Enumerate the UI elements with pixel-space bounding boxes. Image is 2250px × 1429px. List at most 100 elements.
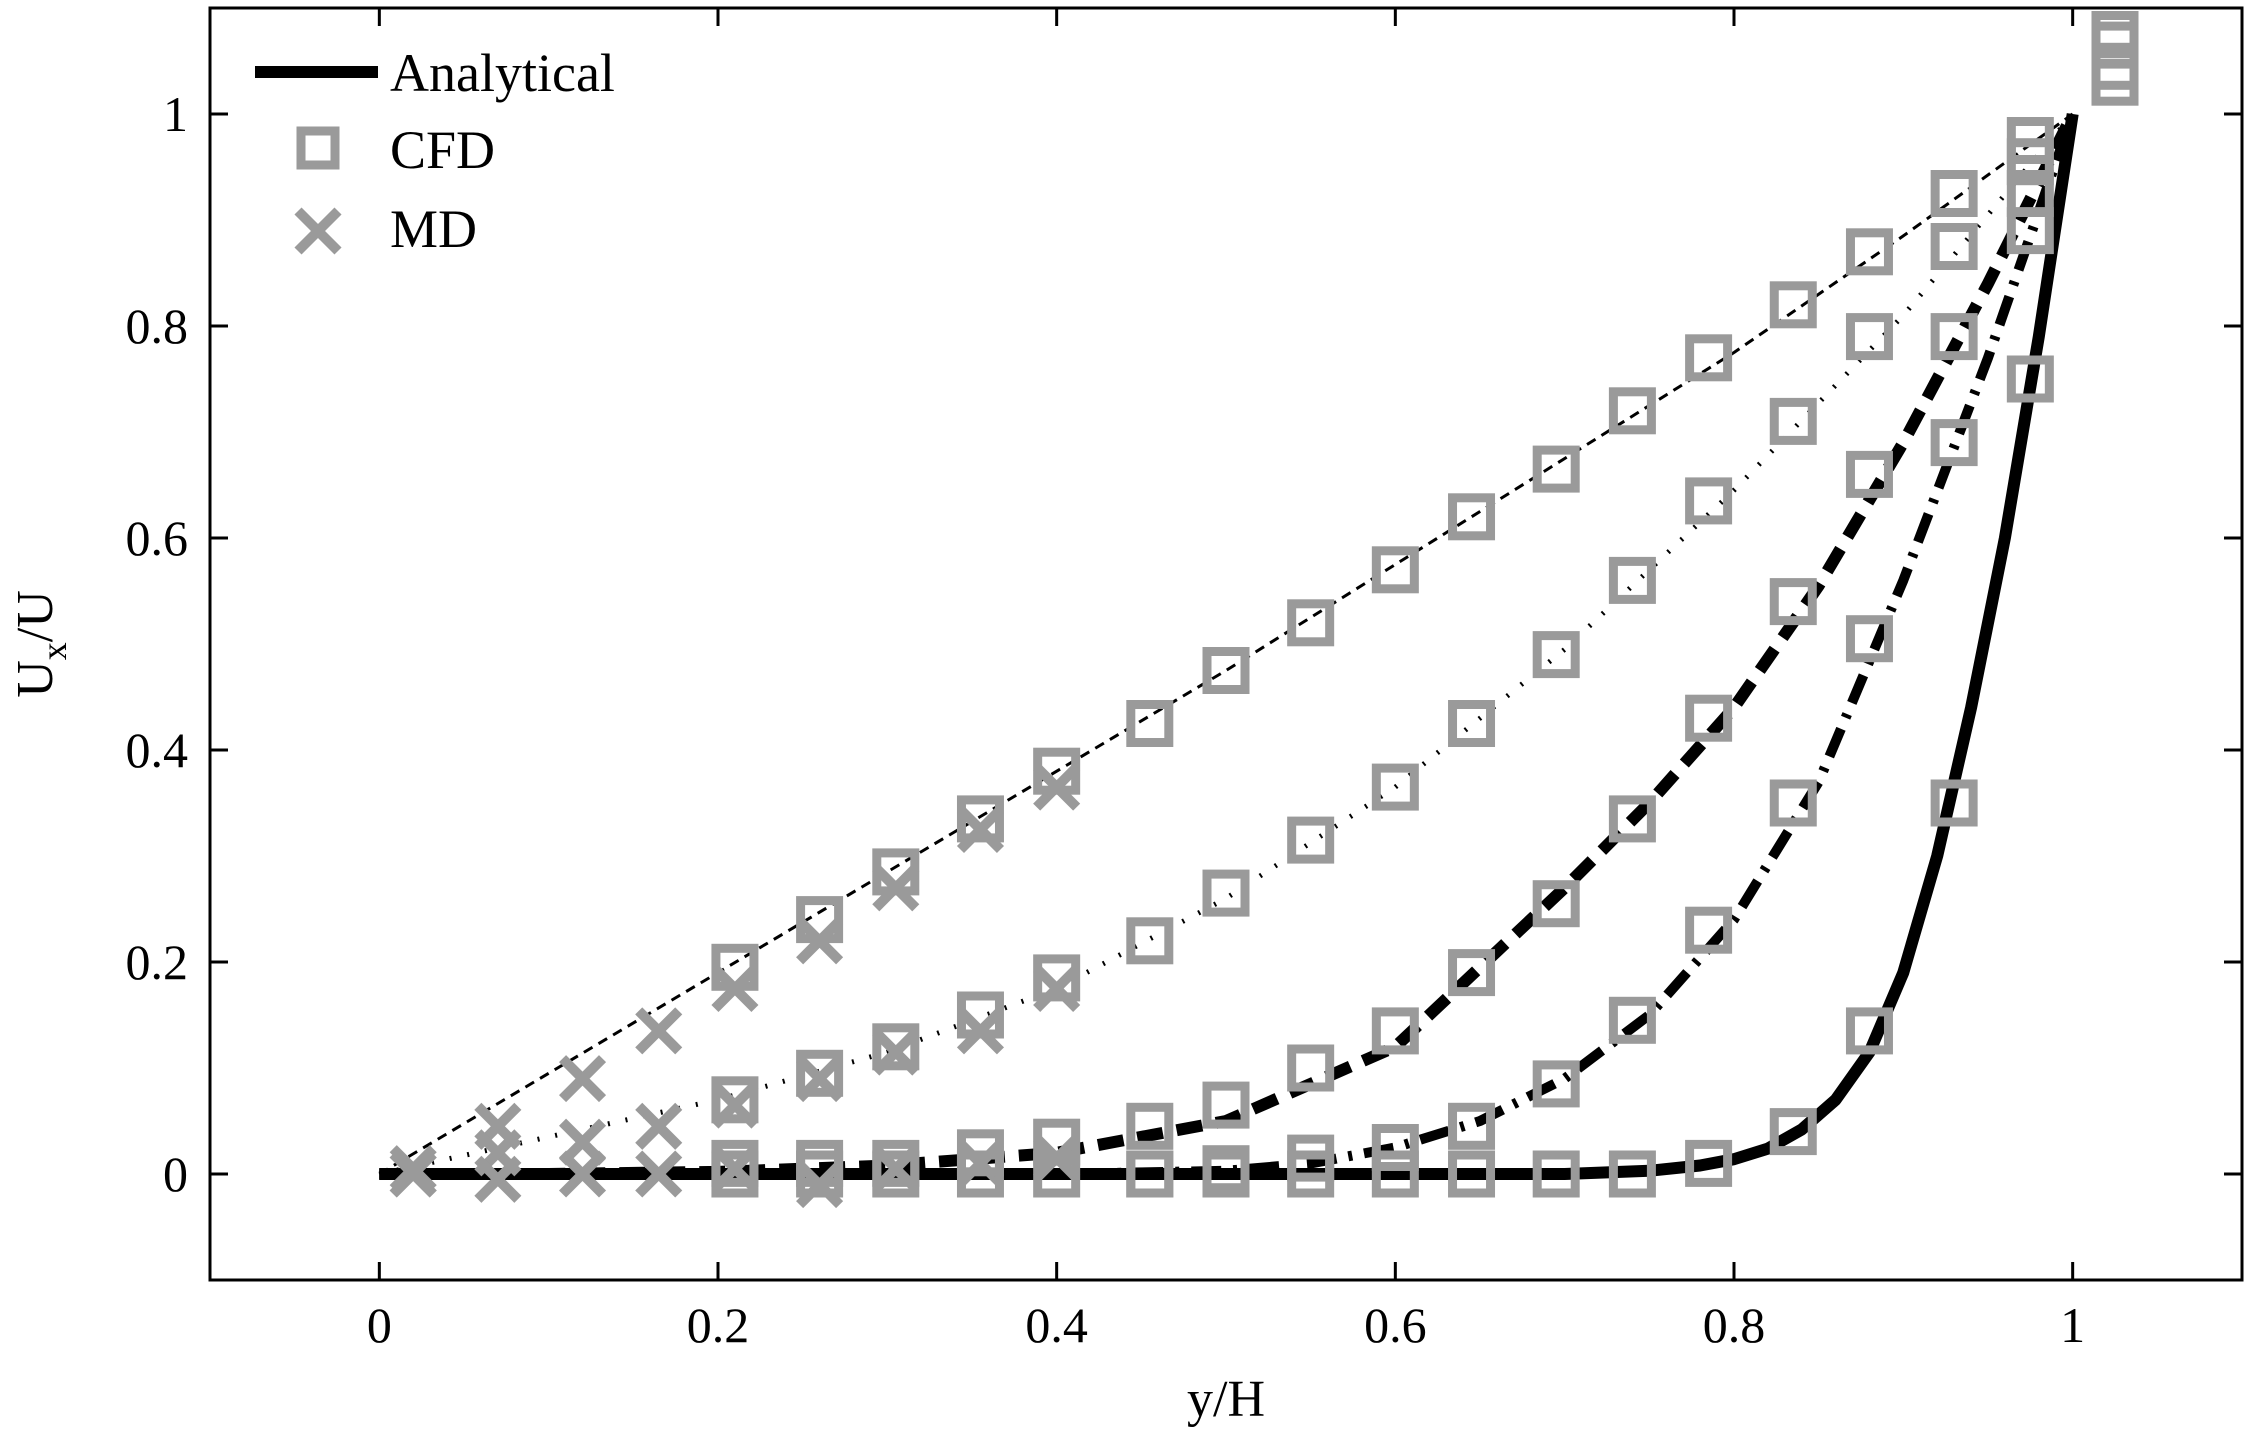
y-tick-label: 0.2 [126, 934, 189, 990]
svg-text:Ux/U: Ux/U [7, 590, 74, 698]
cfd-point [1532, 1150, 1580, 1198]
md-point [635, 1007, 683, 1055]
cfd-point [1845, 1007, 1893, 1055]
cfd-point [1033, 1150, 1081, 1198]
x-tick-label: 0 [367, 1297, 392, 1353]
y-tick-label: 0 [163, 1146, 188, 1202]
legend-md-label: MD [390, 199, 477, 259]
y-tick-label: 0.6 [126, 510, 189, 566]
md-point [1033, 964, 1081, 1013]
cfd-point [711, 943, 759, 991]
analytical-curve-dotted [378, 112, 2075, 1177]
cfd-point [1685, 334, 1733, 382]
cfd-point [1287, 816, 1335, 864]
cfd-point [1287, 599, 1335, 647]
cfd-point [1126, 700, 1174, 747]
cfd-point [1608, 1150, 1656, 1198]
cfd-point [956, 795, 1004, 843]
cfd-point [1202, 1150, 1250, 1198]
cfd-point [1126, 1150, 1174, 1198]
cfd-point [796, 1049, 844, 1097]
cfd-point [1033, 1118, 1081, 1166]
x-tick-label: 0.4 [1025, 1297, 1088, 1353]
cfd-point [1930, 779, 1978, 827]
md-point [558, 1150, 607, 1198]
cfd-point [1845, 228, 1893, 276]
md-point [956, 1139, 1005, 1187]
cfd-point [2006, 207, 2054, 255]
plot-background [210, 8, 2242, 1280]
cfd-point [1448, 1150, 1496, 1198]
cfd-point [1448, 700, 1496, 747]
cfd-point [1287, 1150, 1335, 1198]
cfd-point [796, 1150, 844, 1198]
cfd-point [796, 896, 844, 944]
cfd-point [1845, 615, 1893, 663]
cfd-point [1608, 387, 1656, 435]
cfd-point [1769, 281, 1817, 329]
cfd-point [1685, 906, 1733, 954]
cfd-point [1845, 450, 1893, 498]
data-markers [389, 11, 2139, 1209]
y-axis-label-main: U [7, 660, 64, 698]
cfd-point [1371, 1150, 1419, 1198]
cfd-point [1202, 869, 1250, 917]
cfd-point [711, 1076, 759, 1124]
y-tick-label: 0.8 [126, 298, 189, 354]
md-point [956, 805, 1005, 854]
cfd-point [872, 1150, 920, 1198]
legend-cfd-label: CFD [390, 120, 495, 180]
y-axis-label-sub: x [34, 642, 74, 660]
y-tick-label: 0.4 [126, 722, 189, 778]
cfd-point [1930, 170, 1978, 217]
cfd-point [1769, 779, 1817, 827]
y-axis-label: Ux/U [7, 590, 74, 698]
cfd-point [1033, 954, 1081, 1002]
x-tick-label: 0.6 [1364, 1297, 1427, 1353]
analytical-curve-thin-dashed [378, 112, 2074, 1176]
md-point [635, 1150, 683, 1198]
cfd-point [1685, 477, 1733, 525]
md-point [389, 1150, 437, 1198]
cfd-point [872, 1023, 920, 1071]
x-tick-label: 0.8 [1703, 1297, 1766, 1353]
cfd-point [1532, 1060, 1580, 1108]
md-point [635, 1102, 683, 1150]
cfd-point [1371, 546, 1419, 594]
legend-cfd-swatch [296, 126, 340, 170]
cfd-point [1448, 493, 1496, 541]
y-axis-label-tail: /U [7, 590, 64, 642]
cfd-point [1685, 1139, 1733, 1187]
cfd-point [1371, 763, 1419, 811]
cfd-point [1608, 996, 1656, 1044]
cfd-point [1033, 747, 1081, 795]
cfd-point [1930, 223, 1978, 270]
legend-analytical-label: Analytical [390, 43, 615, 103]
legend: Analytical CFD MD [255, 43, 615, 259]
cfd-point [1608, 795, 1656, 843]
cfd-point [2006, 138, 2054, 186]
cfd-point [1769, 578, 1817, 626]
cfd-point [1930, 419, 1978, 467]
cfd-point [711, 1150, 759, 1198]
legend-md-swatch [294, 207, 342, 255]
cfd-point [1532, 631, 1580, 679]
cfd-point [1769, 397, 1817, 445]
cfd-point [1202, 1081, 1250, 1129]
cfd-point [956, 1150, 1004, 1198]
cfd-point [1126, 1102, 1174, 1150]
md-point [558, 1055, 607, 1103]
cfd-point [2006, 355, 2054, 403]
cfd-point [1126, 917, 1174, 965]
cfd-point [1202, 647, 1250, 694]
cfd-point [1287, 1044, 1335, 1092]
analytical-curve-solid [379, 113, 2079, 1180]
x-tick-label: 1 [2060, 1297, 2085, 1353]
x-tick-label: 0.2 [687, 1297, 750, 1353]
cfd-point [1532, 445, 1580, 493]
cfd-point [1769, 1108, 1817, 1156]
cfd-point [1608, 556, 1656, 604]
cfd-point [1371, 1007, 1419, 1055]
cfd-point [1532, 880, 1580, 928]
